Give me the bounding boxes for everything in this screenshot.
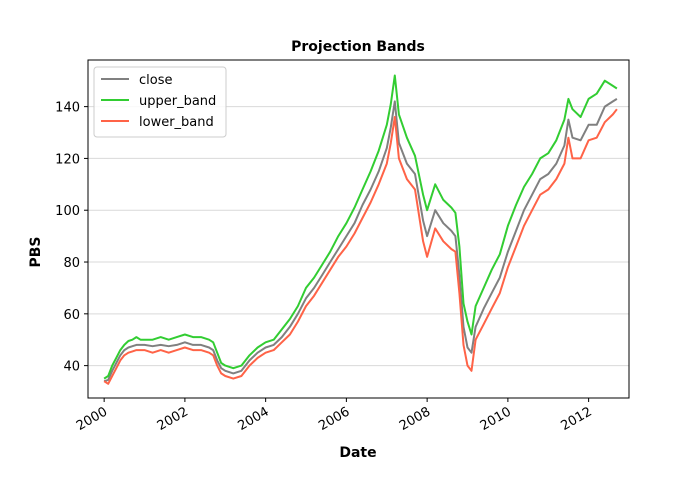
y-tick-label: 60 (63, 308, 80, 323)
legend-label-lower-band: lower_band (139, 115, 214, 130)
series-line-close (103, 98, 618, 383)
y-tick-label: 140 (55, 101, 80, 116)
x-axis: 2000 2002 2004 2006 2008 2010 2012 (74, 398, 595, 434)
plot-series (103, 74, 618, 385)
y-tick-label: 100 (55, 204, 80, 219)
legend-box (93, 66, 227, 138)
x-tick-label: 2002 (155, 404, 191, 434)
x-tick-label: 2000 (74, 404, 110, 434)
x-tick-label: 2010 (478, 404, 514, 434)
y-axis: 40 60 80 100 120 140 (55, 101, 88, 375)
legend-label-close: close (139, 73, 172, 88)
legend: close upper_band lower_band (93, 66, 227, 138)
series-line-lower-band (103, 108, 618, 385)
x-axis-title: Date (339, 445, 376, 461)
x-tick-label: 2004 (235, 404, 271, 434)
y-axis-title: PBS (28, 236, 44, 267)
legend-label-upper-band: upper_band (139, 94, 216, 109)
series-line-upper-band (103, 74, 618, 380)
x-tick-label: 2012 (558, 404, 594, 434)
plot-frame (87, 59, 630, 399)
x-tick-label: 2006 (316, 404, 352, 434)
y-tick-label: 80 (63, 256, 80, 271)
grid (88, 106, 629, 367)
y-tick-label: 40 (63, 360, 80, 375)
chart-title: Projection Bands (291, 39, 425, 55)
y-tick-label: 120 (55, 152, 80, 167)
x-tick-label: 2008 (397, 404, 433, 434)
